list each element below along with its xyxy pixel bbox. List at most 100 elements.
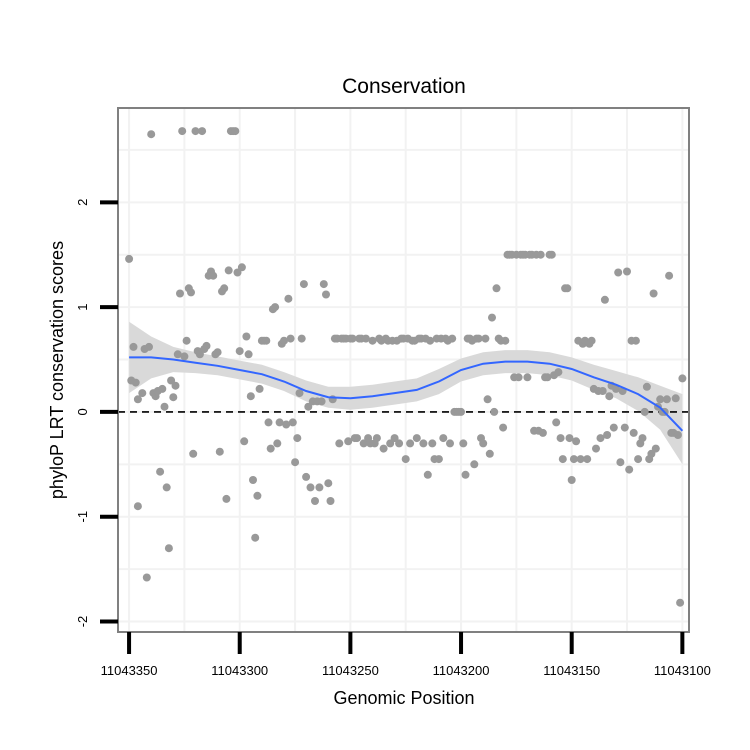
data-point: [344, 437, 353, 446]
data-point: [191, 127, 200, 136]
data-point: [379, 444, 388, 453]
data-point: [176, 289, 184, 298]
data-point: [322, 290, 330, 299]
x-tick-label: 11043350: [101, 663, 158, 678]
data-point: [213, 348, 222, 357]
data-point: [419, 439, 428, 448]
data-point: [297, 334, 306, 343]
data-point: [536, 250, 545, 259]
data-point: [195, 350, 204, 359]
data-point: [523, 373, 532, 382]
data-point: [291, 458, 300, 467]
data-point: [125, 254, 134, 263]
data-point: [481, 334, 490, 343]
data-point: [286, 334, 295, 343]
data-point: [572, 437, 581, 446]
data-point: [198, 127, 207, 136]
data-point: [164, 544, 173, 553]
data-point: [583, 455, 592, 464]
data-point: [372, 434, 381, 443]
data-point: [499, 423, 508, 432]
data-point: [656, 395, 665, 404]
data-point: [514, 373, 523, 382]
data-point: [483, 395, 492, 404]
data-point: [162, 483, 171, 492]
y-tick-label: -2: [75, 616, 90, 628]
data-point: [353, 434, 361, 443]
data-point: [348, 334, 357, 343]
data-point: [448, 334, 457, 343]
data-point: [220, 284, 229, 293]
data-point: [264, 418, 273, 427]
chart-title: Conservation: [342, 75, 466, 98]
data-point: [304, 402, 313, 411]
data-point: [490, 407, 499, 416]
data-point: [538, 428, 547, 437]
confidence-ribbon: [129, 321, 683, 465]
data-point: [474, 334, 483, 343]
data-point: [395, 439, 404, 448]
data-point: [563, 284, 572, 293]
data-point: [335, 439, 344, 448]
data-point: [651, 444, 660, 453]
data-point: [461, 470, 470, 479]
data-point: [246, 392, 255, 401]
data-point: [587, 336, 596, 345]
data-point: [625, 465, 634, 474]
data-point: [311, 497, 319, 505]
data-point: [638, 434, 647, 443]
data-point: [576, 455, 585, 464]
data-point: [315, 483, 324, 492]
x-tick-label: 11043100: [654, 663, 711, 678]
y-tick-label: 2: [75, 199, 90, 206]
data-point: [187, 288, 195, 297]
smooth-trend-line: [129, 356, 684, 432]
data-point: [288, 418, 297, 427]
data-point: [649, 289, 658, 298]
data-point: [485, 449, 494, 458]
data-point: [273, 439, 282, 448]
data-point: [244, 350, 253, 359]
data-point: [612, 384, 620, 393]
data-point: [317, 397, 326, 406]
data-point: [266, 444, 275, 453]
plot-panel-border: [117, 107, 690, 633]
data-point: [501, 336, 510, 345]
data-point: [479, 439, 488, 448]
data-point: [359, 439, 368, 448]
data-point: [634, 455, 643, 464]
data-point: [665, 271, 674, 280]
x-axis-ticks: 11043350 11043300 11043250 11043200 11043150…: [101, 632, 711, 678]
data-point: [361, 334, 370, 343]
data-point: [147, 130, 156, 139]
data-point: [138, 389, 147, 398]
data-point: [169, 393, 178, 402]
y-axis-label: phyloP LRT conservation scores: [47, 241, 67, 499]
data-point: [202, 341, 211, 350]
data-points: [125, 127, 687, 607]
data-point: [620, 423, 629, 432]
data-point: [271, 303, 280, 312]
data-point: [275, 418, 284, 427]
data-point: [299, 280, 308, 289]
data-point: [631, 336, 640, 345]
data-point: [600, 295, 609, 304]
y-tick-label: -1: [75, 511, 90, 523]
data-point: [224, 266, 233, 275]
data-point: [180, 352, 189, 361]
data-point: [156, 467, 165, 476]
data-point: [642, 382, 651, 391]
data-point: [552, 418, 561, 427]
data-point: [428, 439, 437, 448]
data-point: [284, 294, 293, 303]
data-point: [324, 479, 333, 488]
data-point: [640, 407, 649, 416]
x-tick-label: 11043250: [322, 663, 379, 678]
data-point: [251, 533, 260, 542]
data-point: [319, 280, 328, 289]
data-point: [598, 387, 607, 395]
data-point: [160, 402, 169, 411]
data-point: [401, 455, 410, 464]
data-point: [406, 439, 415, 448]
data-point: [459, 439, 468, 448]
